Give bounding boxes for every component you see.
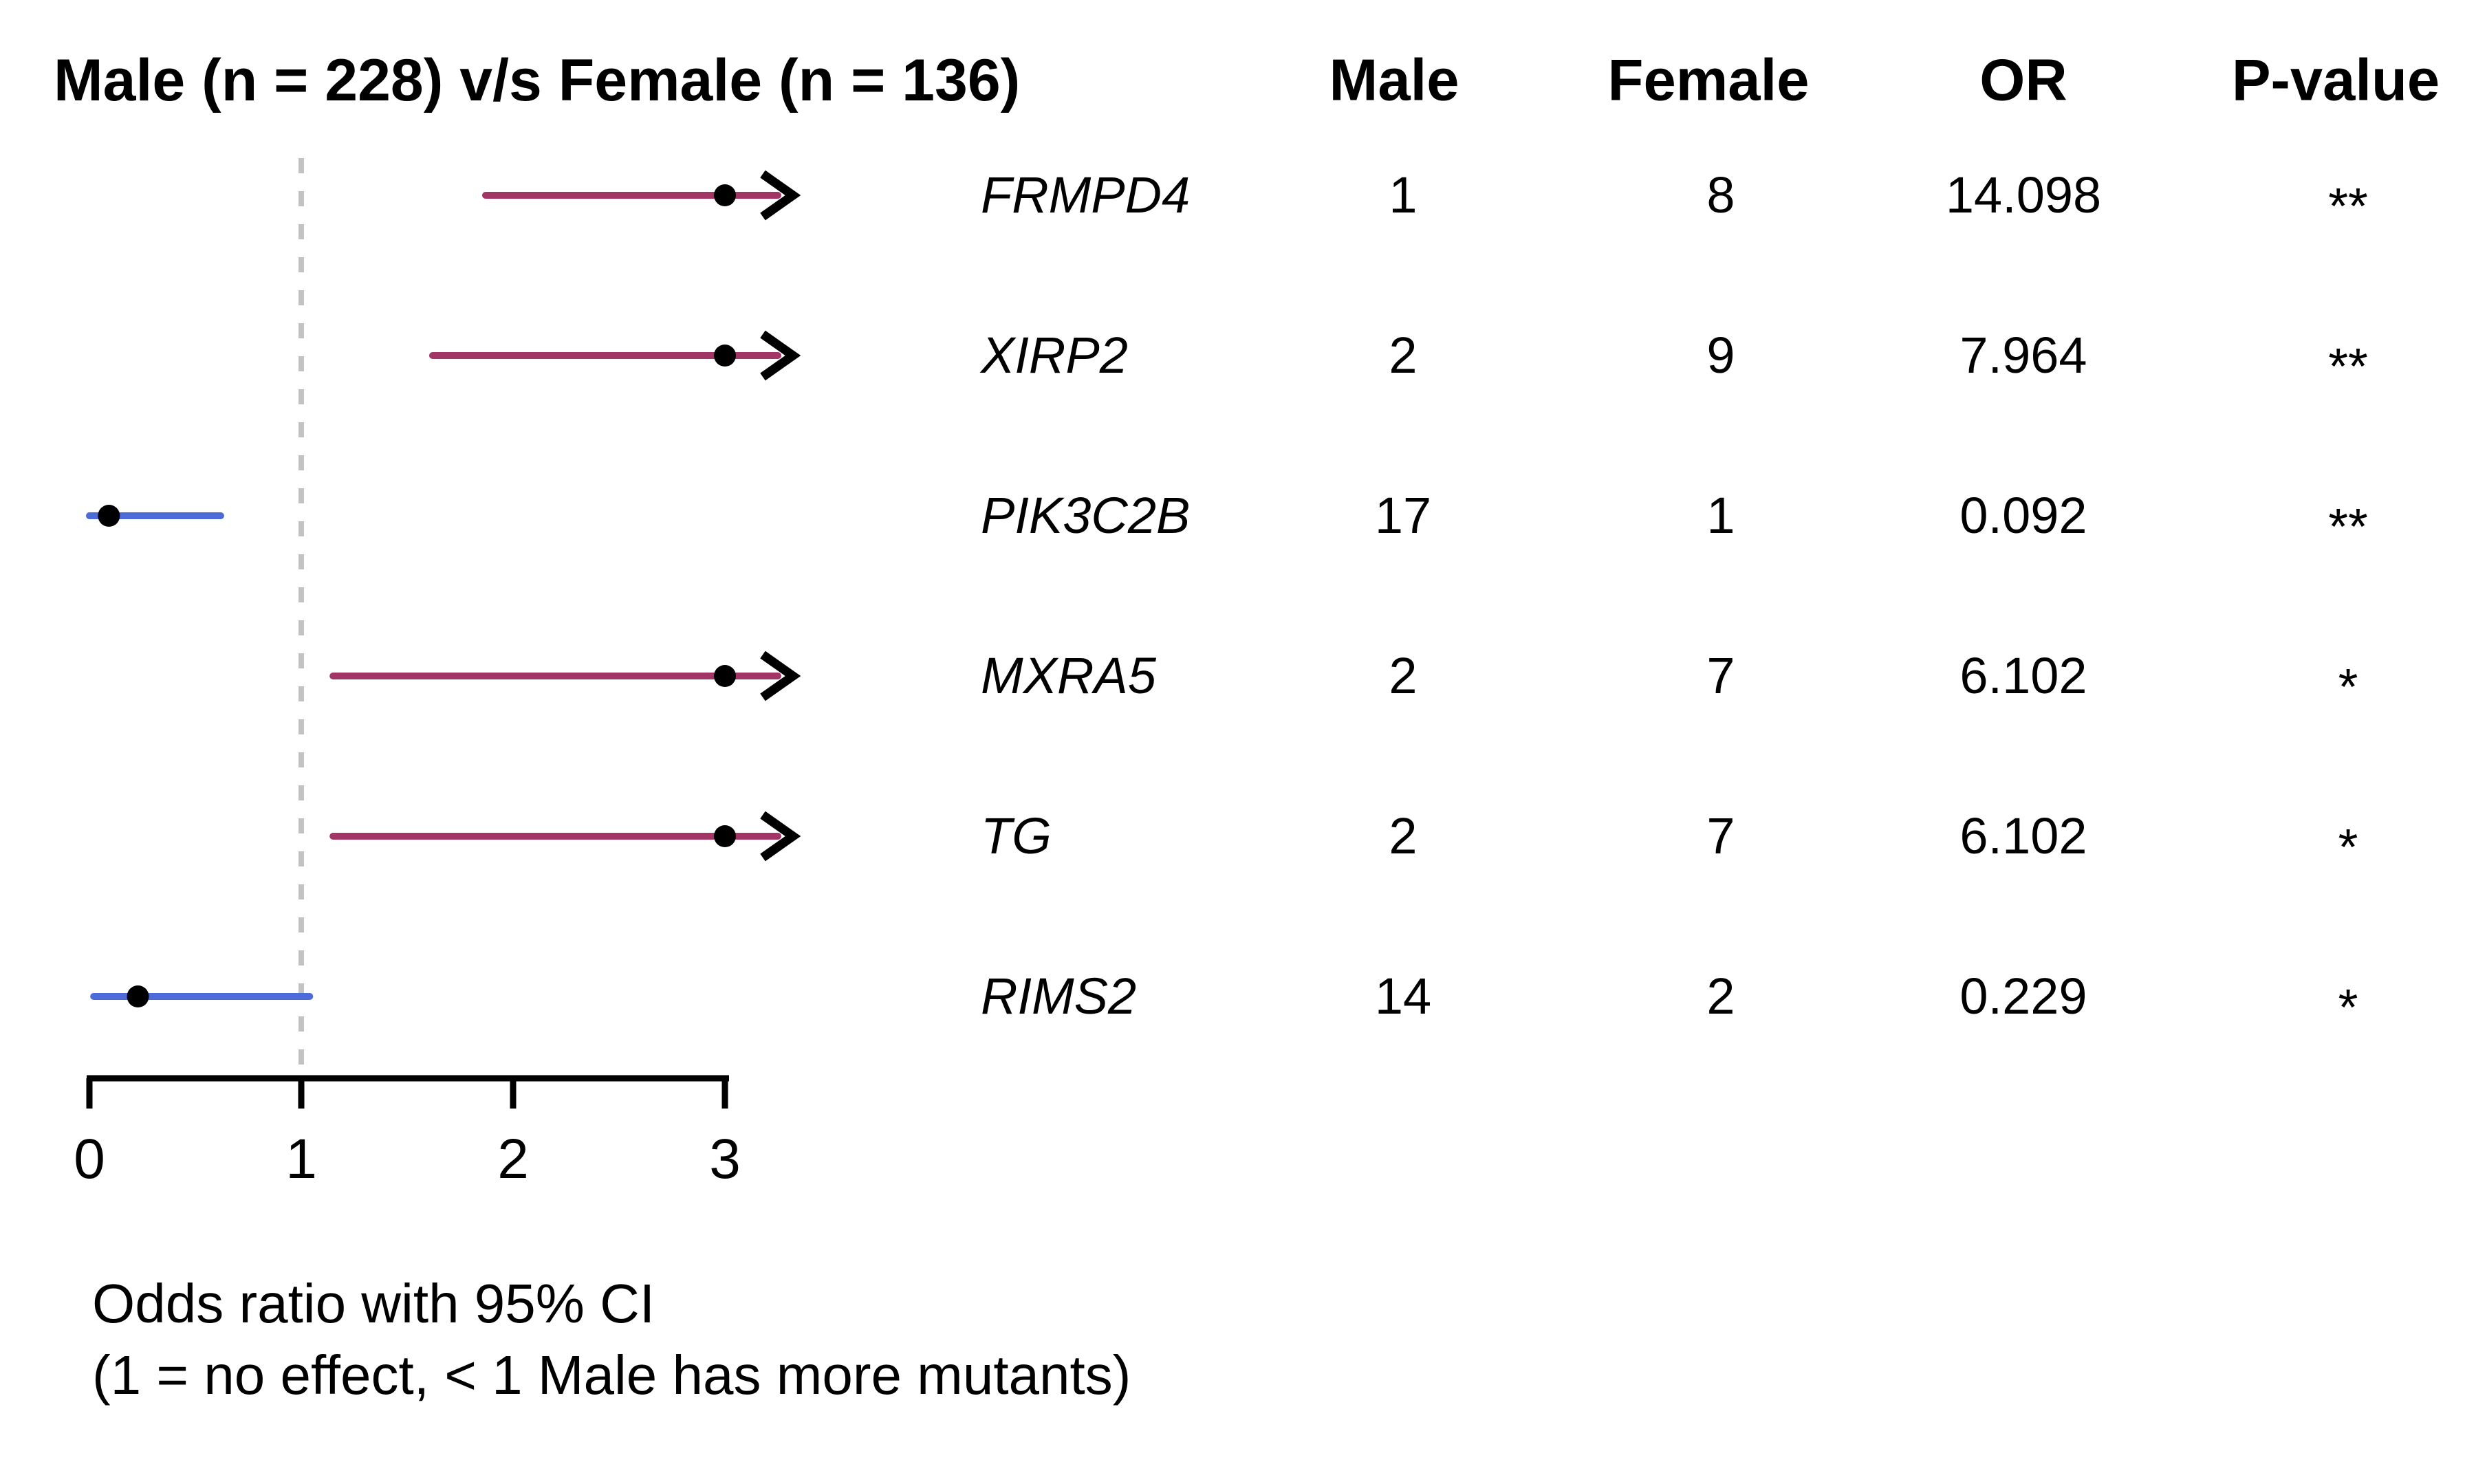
estimate-dot <box>714 665 736 687</box>
estimate-dot <box>714 825 736 847</box>
male-count: 14 <box>1374 968 1432 1025</box>
significance-stars: ** <box>2328 177 2368 234</box>
estimate-dot <box>98 505 120 527</box>
x-axis-tick-label: 2 <box>497 1128 529 1190</box>
gene-label: RIMS2 <box>981 968 1137 1025</box>
estimate-dot <box>714 184 736 206</box>
odds-ratio-value: 7.964 <box>1959 327 2087 384</box>
significance-stars: ** <box>2328 338 2368 395</box>
male-count: 2 <box>1389 807 1418 864</box>
gene-label: FRMPD4 <box>981 166 1191 223</box>
female-count: 7 <box>1706 807 1735 864</box>
gene-label: XIRP2 <box>981 327 1128 384</box>
gene-label: MXRA5 <box>981 647 1156 704</box>
estimate-dot <box>127 985 149 1007</box>
significance-stars: * <box>2338 658 2358 715</box>
col-header-female: Female <box>1607 47 1810 113</box>
clipped-ci-arrow-icon <box>760 330 801 381</box>
x-axis-tick-label: 0 <box>74 1128 105 1190</box>
female-count: 8 <box>1706 166 1735 223</box>
male-count: 2 <box>1389 647 1418 704</box>
odds-ratio-value: 6.102 <box>1959 647 2087 704</box>
odds-ratio-value: 0.092 <box>1959 487 2087 544</box>
male-count: 17 <box>1374 487 1432 544</box>
odds-ratio-value: 0.229 <box>1959 968 2087 1025</box>
female-count: 2 <box>1706 968 1735 1025</box>
odds-ratio-value: 14.098 <box>1945 166 2102 223</box>
col-header-pvalue: P-value <box>2231 47 2440 113</box>
caption-line-1: Odds ratio with 95% CI <box>92 1273 655 1334</box>
significance-stars: ** <box>2328 498 2368 555</box>
estimate-dot <box>714 345 736 367</box>
clipped-ci-arrow-icon <box>760 651 801 701</box>
clipped-ci-arrow-icon <box>760 811 801 862</box>
male-count: 1 <box>1389 166 1418 223</box>
female-count: 9 <box>1706 327 1735 384</box>
male-count: 2 <box>1389 327 1418 384</box>
significance-stars: * <box>2338 979 2358 1036</box>
caption-line-2: (1 = no effect, < 1 Male has more mutant… <box>92 1344 1131 1406</box>
female-count: 1 <box>1706 487 1735 544</box>
x-axis-tick-label: 1 <box>285 1128 317 1190</box>
gene-label: PIK3C2B <box>981 487 1191 544</box>
female-count: 7 <box>1706 647 1735 704</box>
figure-title: Male (n = 228) v/s Female (n = 136) <box>54 47 1021 113</box>
gene-label: TG <box>981 807 1052 864</box>
clipped-ci-arrow-icon <box>760 170 801 221</box>
odds-ratio-value: 6.102 <box>1959 807 2087 864</box>
col-header-male: Male <box>1329 47 1459 113</box>
significance-stars: * <box>2338 818 2358 875</box>
col-header-or: OR <box>1979 47 2067 113</box>
x-axis-tick-label: 3 <box>709 1128 741 1190</box>
